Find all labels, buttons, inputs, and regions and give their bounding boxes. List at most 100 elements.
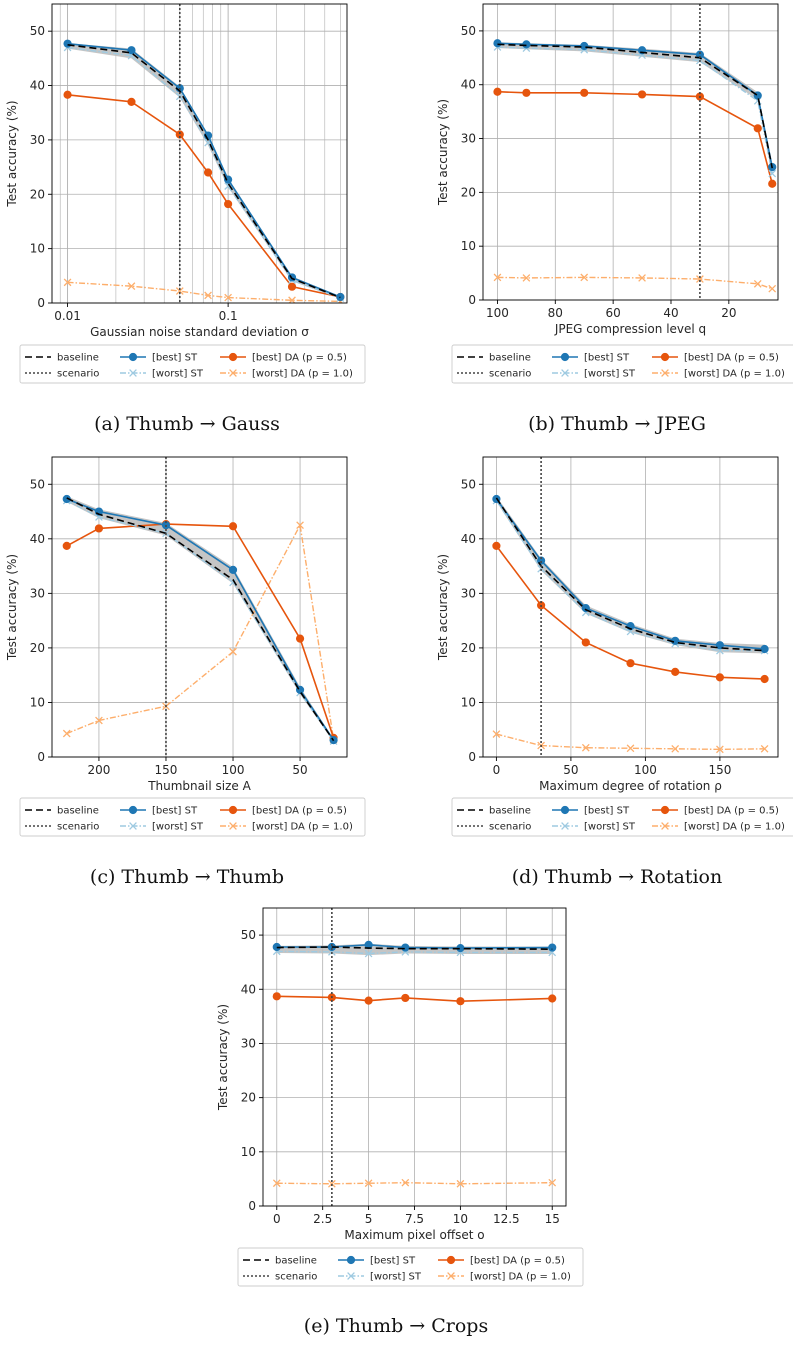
x-tick-label: 150 [155,763,178,777]
data-point [768,169,777,178]
legend-label-worst-da: [worst] DA (p = 1.0) [252,822,353,833]
data-point [522,274,531,282]
series-line [67,43,341,299]
x-axis-label: JPEG compression level q [554,322,706,336]
range-band [497,42,773,175]
series-worst-da [272,1178,557,1188]
series-line [276,950,553,955]
legend-label-worst-st: [worst] ST [584,369,636,380]
data-point [62,729,71,738]
legend-label-best-da: [best] DA (p = 0.5) [684,353,779,364]
y-tick-label: 40 [241,982,256,996]
legend-label-baseline: baseline [275,1256,317,1267]
legend-label-scenario: scenario [275,1272,317,1283]
legend-marker [346,1255,356,1265]
x-tick-label: 80 [548,306,563,320]
range-band [66,496,334,742]
data-point [715,673,724,682]
legend-label-best-st: [best] ST [584,353,630,364]
x-tick-label: 60 [606,306,621,320]
data-point [127,97,136,106]
grid [483,457,778,758]
plot-area [63,39,345,303]
y-tick-label: 50 [30,24,45,38]
y-tick-label: 50 [461,24,476,38]
x-tick-label: 50 [292,763,307,777]
y-tick-label: 0 [37,296,45,310]
legend-label-worst-da: [worst] DA (p = 1.0) [470,1272,571,1283]
axes-frame [51,3,348,304]
series-line [497,43,774,169]
legend-marker [560,805,570,815]
x-tick-label: 0 [273,1212,281,1226]
legend-label-scenario: scenario [489,822,531,833]
data-point [580,88,589,97]
plot-area [62,494,338,746]
series-line [66,522,335,740]
legend-marker [228,805,238,815]
series-line [497,46,773,174]
legend: baseline scenario [best] ST [worst] ST [best… [237,1247,584,1287]
data-point [768,284,777,293]
data-point [671,744,680,753]
x-tick-label: 20 [721,306,736,320]
legend-marker [129,369,137,377]
legend-marker [660,352,670,362]
y-tick-label: 30 [461,132,476,146]
data-point [671,667,680,677]
series-line [497,276,773,290]
series-worst-da [492,730,769,754]
series-baseline [497,43,774,169]
series-best-da [272,992,557,1006]
legend-marker [128,352,138,362]
legend-label-scenario: scenario [57,822,99,833]
series-line [66,523,335,739]
y-tick-label: 40 [30,532,45,546]
chart-panel-4: 0 10 20 30 40 50 0 2.5 5 7.5 10 12.5 15 Maximum pixel… [216,907,584,1337]
legend-marker [128,805,138,815]
legend-label-worst-st: [worst] ST [152,822,204,833]
y-axis-label: Test accuracy (%) [5,554,19,661]
data-point [493,39,502,48]
y-axis-label: Test accuracy (%) [436,554,450,661]
caption: (b) Thumb → JPEG [528,413,706,435]
data-point [456,997,465,1006]
data-point [581,743,590,752]
data-point [364,1179,373,1188]
legend-marker [446,1255,456,1265]
series-worst-da [493,273,777,293]
data-point [127,282,136,291]
series-line [66,500,335,742]
data-point [95,716,103,725]
axes-frame [51,456,348,758]
x-tick-label: 5 [365,1212,373,1226]
y-tick-label: 0 [37,750,45,764]
series-baseline [66,497,335,742]
legend-box [451,797,793,837]
data-point [175,130,184,139]
data-point [204,291,212,300]
caption: (d) Thumb → Rotation [512,866,722,888]
data-point [753,124,762,133]
plot-area [492,494,769,754]
y-tick-label: 10 [461,239,476,253]
legend-marker [660,805,670,815]
data-point [288,296,296,303]
data-point [287,282,297,291]
x-tick-label: 100 [634,763,657,777]
x-tick-label: 0 [493,763,501,777]
legend-label-worst-st: [worst] ST [584,822,636,833]
plot-area [493,39,777,293]
data-point [492,541,501,551]
legend-label-baseline: baseline [57,353,99,364]
data-point [228,522,238,531]
legend-label-best-da: [best] DA (p = 0.5) [470,1256,565,1267]
x-tick-label: 200 [87,763,110,777]
data-point [626,659,635,668]
legend-label-worst-da: [worst] DA (p = 1.0) [684,822,785,833]
x-axis-label: Gaussian noise standard deviation σ [90,325,309,339]
legend-marker [229,822,237,830]
y-tick-label: 30 [241,1036,256,1050]
data-point [272,992,281,1001]
legend-marker [129,822,137,830]
